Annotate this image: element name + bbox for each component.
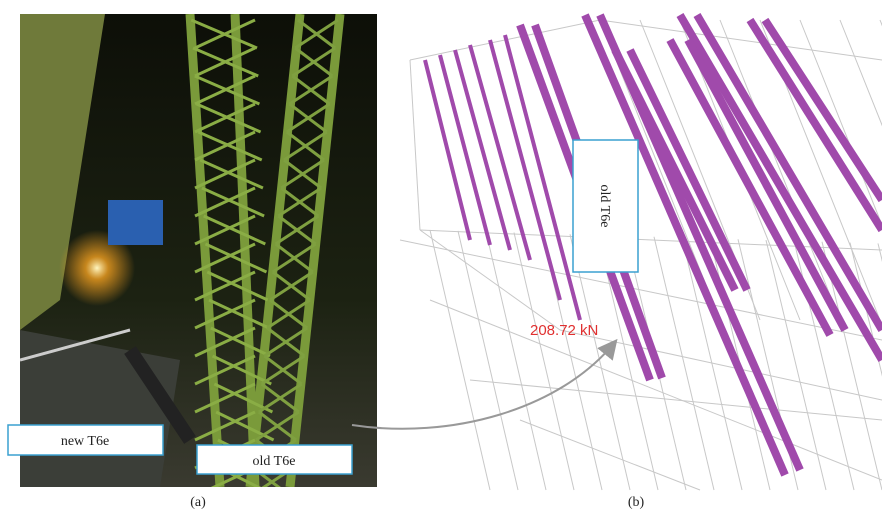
annotation: new T6e	[61, 434, 109, 449]
wire-line	[486, 232, 546, 490]
wire-line	[458, 231, 518, 490]
members	[425, 15, 882, 475]
annotation: old T6e	[597, 185, 612, 228]
lift-basket	[108, 200, 163, 245]
force-label: 208.72 kN	[530, 322, 598, 339]
wire-line	[560, 330, 882, 400]
arrow	[352, 342, 615, 429]
figure: 208.72 kN new T6e old T6e old T6e (a) (b…	[0, 0, 882, 515]
annotation: old T6e	[253, 454, 296, 469]
panel-label: (b)	[628, 495, 645, 510]
wire-line	[470, 380, 882, 420]
wire-line	[430, 300, 882, 480]
wire-line	[520, 420, 700, 490]
model-panel: 208.72 kN	[400, 15, 882, 490]
member	[765, 20, 882, 200]
wire-line	[430, 230, 490, 490]
panel-label: (a)	[190, 495, 206, 510]
wire-line	[514, 233, 574, 490]
photo-panel	[20, 14, 377, 496]
wire-line	[410, 60, 420, 230]
member	[688, 40, 845, 330]
wire-line	[654, 237, 714, 490]
